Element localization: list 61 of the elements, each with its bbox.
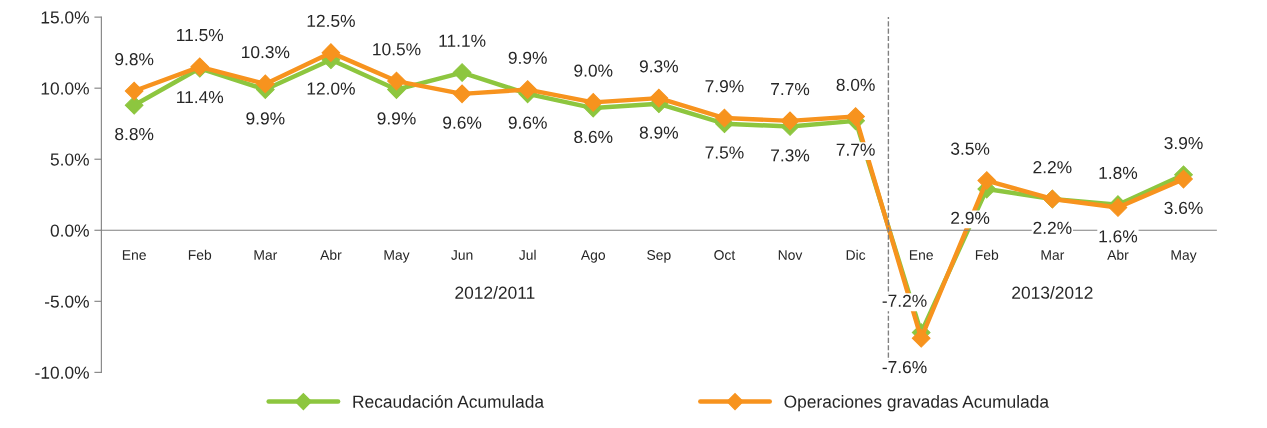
x-tick-label: May (1171, 250, 1197, 263)
data-label: 10.5% (373, 43, 421, 56)
x-tick-label: Feb (975, 249, 999, 260)
x-tick-label: Nov (778, 250, 803, 260)
data-label: 3.9% (1164, 136, 1203, 150)
data-label: 11.1% (439, 34, 486, 47)
x-tick-label: Oct (714, 250, 736, 260)
data-label: 7.3% (771, 149, 810, 162)
y-tick-label: 0.0% (50, 224, 89, 237)
data-label: 9.6% (508, 116, 547, 129)
data-label: 11.4% (177, 91, 224, 104)
x-tick-label: Ene (122, 250, 146, 260)
data-label: 9.9% (246, 112, 285, 125)
x-tick-label: May (384, 250, 410, 263)
legend-label: Operaciones gravadas Acumulada (784, 395, 1050, 412)
data-label: 12.5% (307, 14, 355, 27)
y-tick-label: -5.0% (44, 295, 89, 308)
data-label: 12.0% (307, 82, 355, 95)
data-label: 8.9% (639, 126, 679, 139)
x-tick-label: Feb (188, 249, 212, 260)
annotation: 2012/2011 (455, 286, 535, 299)
data-label: 2.2% (1033, 161, 1072, 174)
data-label: 7.7% (836, 143, 875, 156)
data-label: 1.8% (1099, 166, 1138, 180)
data-label: 9.6% (443, 116, 482, 129)
data-label: 9.0% (574, 64, 613, 77)
data-label: 8.6% (574, 130, 613, 144)
y-tick-label: 5.0% (50, 153, 89, 166)
data-label: 3.5% (950, 142, 990, 155)
data-label: 3.6% (1164, 201, 1203, 215)
data-label: 1.6% (1099, 230, 1138, 243)
x-tick-label: Mar (1041, 250, 1065, 260)
data-label: 2.2% (1033, 221, 1072, 234)
data-label: 9.9% (508, 51, 547, 64)
x-tick-label: Ene (909, 250, 933, 260)
x-tick-label: Abr (320, 249, 342, 260)
legend-label: Recaudación Acumulada (353, 394, 545, 408)
x-tick-label: Sep (647, 250, 671, 263)
x-tick-label: Dic (846, 249, 866, 260)
x-tick-label: Ago (580, 250, 606, 263)
y-tick-label: -10.0% (35, 366, 89, 379)
data-label: 8.0% (836, 78, 875, 91)
data-label: 7.9% (705, 80, 744, 93)
data-label: -7.2% (882, 294, 927, 307)
data-label: 11.5% (177, 28, 224, 42)
y-tick-label: 10.0% (41, 82, 89, 95)
data-label: 9.8% (115, 53, 154, 66)
data-label: 7.7% (771, 82, 810, 96)
x-tick-label: Jul (519, 249, 536, 260)
data-label: 2.9% (951, 211, 990, 225)
data-label: 8.8% (115, 127, 154, 141)
data-label: 7.5% (705, 146, 744, 159)
data-label: 9.3% (639, 60, 679, 73)
data-label: -7.6% (882, 360, 927, 374)
data-label: 9.9% (377, 112, 416, 125)
annotation: 2013/2012 (1012, 286, 1093, 299)
y-tick-label: 15.0% (41, 11, 89, 24)
data-label: 10.3% (242, 45, 290, 59)
x-tick-label: Jun (451, 250, 473, 260)
x-tick-label: Mar (254, 250, 278, 260)
x-tick-label: Abr (1107, 249, 1129, 260)
